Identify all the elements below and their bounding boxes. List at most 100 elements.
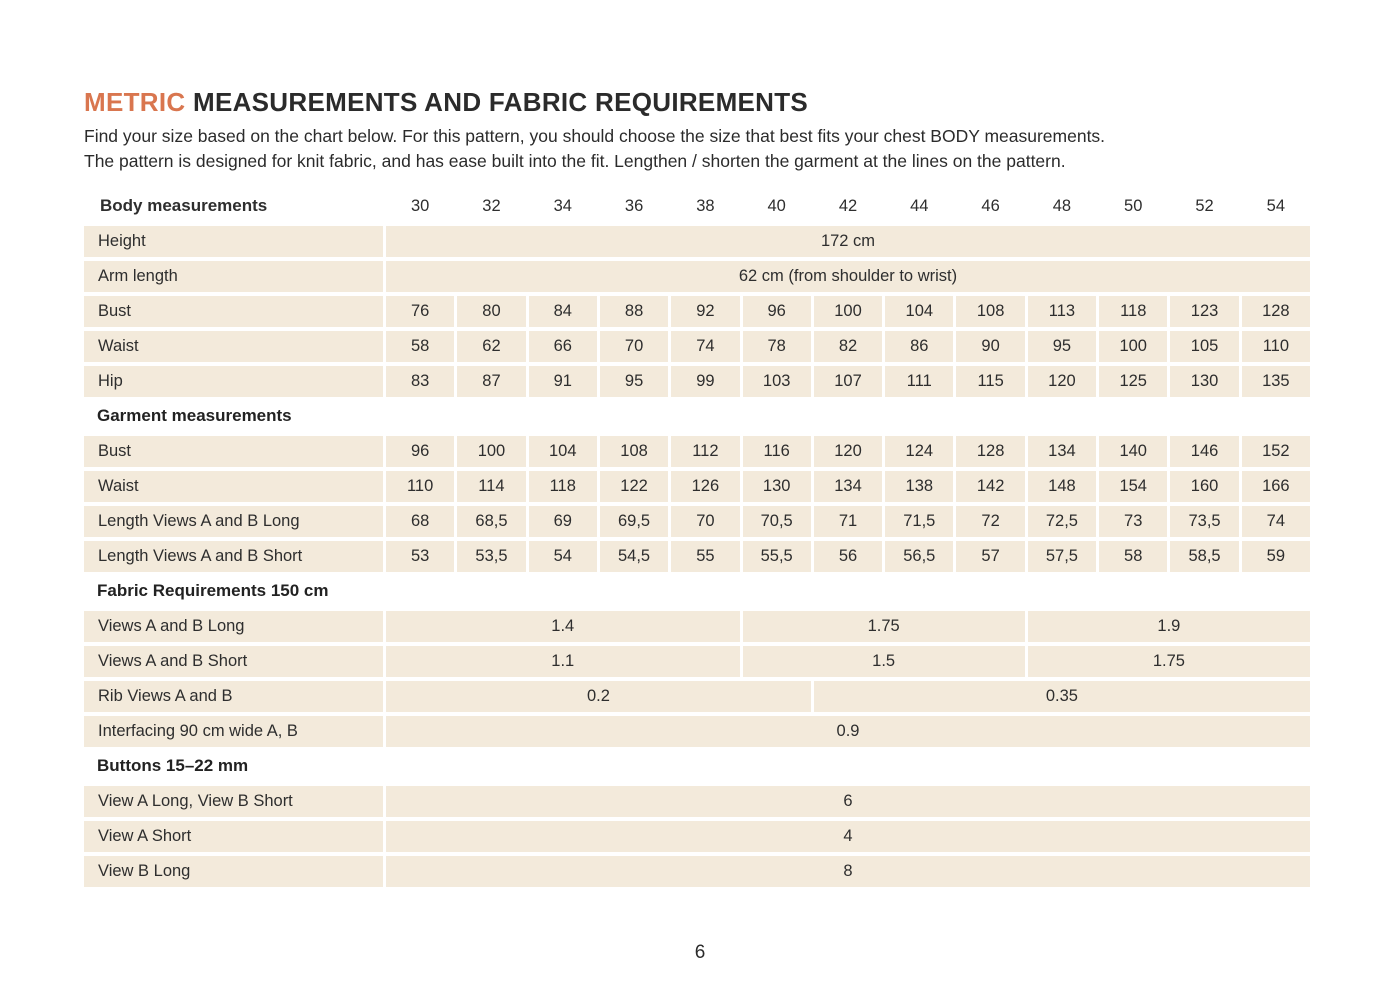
value-cell: 107 [813, 365, 883, 397]
value-cell: 70 [671, 505, 740, 537]
row-label: View A Short [84, 820, 383, 852]
page-title-rest: MEASUREMENTS AND FABRIC REQUIREMENTS [185, 87, 809, 117]
size-header: 52 [1195, 196, 1214, 215]
value-cell: 58,5 [1170, 540, 1239, 572]
size-header: 48 [1052, 196, 1072, 215]
value-cell: 100 [457, 435, 526, 467]
value-cell: 57 [956, 540, 1025, 572]
row-label: View B Long [84, 855, 383, 887]
value-cell: 134 [813, 470, 883, 502]
value-cell: 54,5 [599, 540, 669, 572]
value-cell: 100 [1099, 330, 1168, 362]
value-cell: 148 [1027, 470, 1097, 502]
value-cell: 104 [528, 435, 597, 467]
value-cell: 62 [457, 330, 526, 362]
value-cell: 1.75 [1027, 645, 1310, 677]
value-cell: 95 [1027, 330, 1097, 362]
value-cell: 70,5 [742, 505, 811, 537]
value-cell: 108 [956, 295, 1025, 327]
value-cell: 68 [386, 505, 455, 537]
value-cell: 70 [599, 330, 669, 362]
value-cell: 100 [813, 295, 883, 327]
value-cell: 130 [1170, 365, 1239, 397]
intro-paragraph: Find your size based on the chart below.… [84, 124, 1310, 174]
size-header: 40 [767, 196, 786, 215]
value-cell: 146 [1170, 435, 1239, 467]
page-number: 6 [694, 942, 706, 963]
value-cell: 99 [671, 365, 740, 397]
value-cell: 95 [599, 365, 669, 397]
value-cell: 86 [885, 330, 954, 362]
value-cell: 69,5 [599, 505, 669, 537]
row-label: Bust [84, 295, 383, 327]
value-cell: 55,5 [742, 540, 811, 572]
value-cell: 0.9 [386, 715, 1310, 747]
value-cell: 59 [1241, 540, 1310, 572]
value-cell: 83 [386, 365, 455, 397]
value-cell: 118 [1099, 295, 1168, 327]
value-cell: 0.2 [386, 680, 811, 712]
value-cell: 172 cm [386, 225, 1310, 257]
row-label: Length Views A and B Long [84, 505, 383, 537]
value-cell: 108 [599, 435, 669, 467]
page-title-accent: METRIC [84, 87, 186, 117]
size-header: 30 [410, 196, 430, 215]
value-cell: 87 [457, 365, 526, 397]
value-cell: 82 [813, 330, 883, 362]
value-cell: 113 [1027, 295, 1097, 327]
value-cell: 128 [1241, 295, 1310, 327]
value-cell: 1.9 [1027, 610, 1310, 642]
measurement-table: Body measurements 30 32 34 36 38 40 42 44 46 48 50 5… [84, 191, 1310, 887]
value-cell: 114 [457, 470, 526, 502]
size-header: 50 [1124, 196, 1143, 215]
value-cell: 91 [528, 365, 597, 397]
value-cell: 118 [528, 470, 597, 502]
section-header: Garment measurements [97, 406, 292, 426]
value-cell: 76 [386, 295, 455, 327]
value-cell: 56 [813, 540, 883, 572]
section-header: Buttons 15–22 mm [97, 756, 249, 776]
value-cell: 134 [1027, 435, 1097, 467]
value-cell: 122 [599, 470, 669, 502]
value-cell: 73,5 [1170, 505, 1239, 537]
value-cell: 1.5 [742, 645, 1025, 677]
row-label: Views A and B Long [84, 610, 383, 642]
value-cell: 74 [1241, 505, 1310, 537]
value-cell: 160 [1170, 470, 1239, 502]
value-cell: 71 [813, 505, 883, 537]
value-cell: 130 [742, 470, 811, 502]
value-cell: 112 [671, 435, 740, 467]
value-cell: 110 [1241, 330, 1310, 362]
value-cell: 126 [671, 470, 740, 502]
value-cell: 74 [671, 330, 740, 362]
size-header: 42 [838, 196, 858, 215]
value-cell: 140 [1099, 435, 1168, 467]
value-cell: 8 [386, 855, 1310, 887]
value-cell: 80 [457, 295, 526, 327]
value-cell: 53 [386, 540, 455, 572]
value-cell: 62 cm (from shoulder to wrist) [386, 260, 1310, 292]
value-cell: 135 [1241, 365, 1310, 397]
row-label: Height [84, 225, 383, 257]
value-cell: 0.35 [813, 680, 1310, 712]
value-cell: 72,5 [1027, 505, 1097, 537]
row-label: Hip [84, 365, 383, 397]
row-label: Interfacing 90 cm wide A, B [84, 715, 383, 747]
value-cell: 4 [386, 820, 1310, 852]
value-cell: 66 [528, 330, 597, 362]
row-label: Bust [84, 435, 383, 467]
value-cell: 152 [1241, 435, 1310, 467]
row-label: Length Views A and B Short [84, 540, 383, 572]
value-cell: 58 [386, 330, 455, 362]
size-header: 44 [910, 196, 929, 215]
value-cell: 56,5 [885, 540, 954, 572]
value-cell: 125 [1099, 365, 1168, 397]
value-cell: 1.4 [386, 610, 740, 642]
value-cell: 96 [742, 295, 811, 327]
value-cell: 105 [1170, 330, 1239, 362]
value-cell: 58 [1099, 540, 1168, 572]
size-header: 54 [1266, 196, 1286, 215]
value-cell: 111 [885, 365, 954, 397]
size-header: 34 [553, 196, 572, 215]
value-cell: 53,5 [457, 540, 526, 572]
